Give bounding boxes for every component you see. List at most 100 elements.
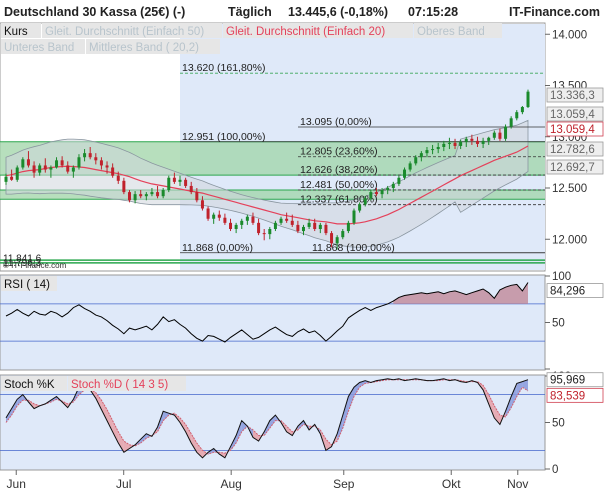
stoch-fill-bull	[163, 411, 169, 421]
stoch-fill-bull	[236, 420, 242, 443]
candle-body	[122, 180, 126, 193]
stoch-fill-bear	[95, 392, 102, 410]
brand-label: IT-Finance.com	[509, 5, 600, 19]
stoch-y-tick-label: 0	[552, 464, 558, 476]
candle-body	[487, 137, 491, 141]
fib-level-label: 12.481 (50,00%)	[300, 179, 378, 191]
candle-body	[4, 176, 8, 182]
ma20-line	[5, 145, 529, 225]
stoch-k-badge	[546, 372, 604, 388]
candle-body	[229, 222, 233, 229]
candle-body	[419, 153, 423, 158]
month-label: Okt	[442, 477, 461, 491]
candle-body	[447, 142, 451, 144]
rsi-y-tick-label: 100	[552, 271, 571, 283]
y-tick-label: 14.000	[552, 29, 587, 41]
price-badge	[546, 121, 604, 137]
candle-body	[184, 179, 188, 186]
candle-body	[526, 91, 530, 108]
y-tick-label: 12.000	[552, 234, 587, 246]
candle-body	[172, 177, 176, 182]
candle-body	[475, 140, 479, 144]
stoch-fill-bear	[101, 400, 108, 421]
candle-body	[290, 220, 294, 225]
candle-body	[386, 188, 390, 191]
stoch-fill-bear	[196, 442, 203, 458]
candle-body	[133, 194, 137, 201]
candle-body	[324, 224, 328, 234]
candle-body	[285, 218, 289, 221]
stoch-k-value: 95,969	[550, 375, 585, 387]
candle-body	[195, 192, 199, 201]
candle-body	[240, 220, 244, 225]
stoch-k-line	[5, 378, 529, 459]
candle-body	[206, 208, 210, 219]
stoch-fill-bear	[488, 394, 495, 418]
candle-body	[307, 222, 311, 227]
candle-body	[442, 143, 446, 147]
candle-body	[358, 204, 362, 211]
candle-body	[88, 153, 92, 158]
candle-body	[178, 179, 182, 182]
candle-body	[116, 175, 120, 181]
candle-body	[55, 160, 59, 168]
rsi-panel	[0, 274, 546, 371]
stoch-d-value: 83,539	[550, 390, 585, 402]
candle-body	[481, 140, 485, 144]
fib-level-label: 13.620 (161,80%)	[182, 62, 265, 74]
left-price-label: 11.841,6	[3, 254, 42, 265]
candle-body	[200, 200, 204, 209]
candle-body	[212, 214, 216, 219]
candle-body	[262, 233, 266, 235]
candle-body	[515, 112, 519, 119]
header-bar: Deutschland 30 Kassa (25€) (-) Täglich 1…	[4, 5, 600, 19]
copyright-label: © IT-Finance.com	[3, 261, 67, 270]
stoch-fill-bear	[107, 409, 113, 432]
stoch-fill-bear	[286, 426, 293, 436]
candle-body	[15, 167, 19, 180]
legend-lower-band: Unteres Band	[4, 42, 74, 54]
support-zone-lower	[0, 190, 545, 200]
stoch-fill-bull	[269, 415, 276, 429]
legend-upper-band: Oberes Band	[417, 26, 485, 38]
candle-body	[26, 159, 30, 166]
price-badge-label: 13.059,4	[550, 109, 595, 121]
candle-body	[105, 165, 109, 168]
stoch-fill-bear	[494, 405, 500, 425]
candle-body	[470, 138, 474, 141]
candle-body	[273, 222, 277, 229]
stoch-d-badge	[546, 387, 604, 403]
candle-body	[520, 107, 524, 113]
candle-body	[492, 132, 496, 138]
fib-level-label: 12.337 (61,80%)	[300, 194, 378, 206]
legend-middle-band: Mittleres Band ( 20,2)	[89, 42, 199, 54]
month-label: Aug	[220, 477, 241, 491]
candle-body	[346, 222, 350, 232]
candle-body	[60, 160, 64, 166]
candle-body	[83, 153, 87, 158]
fib-level-label: 11.868 (0,00%)	[182, 242, 253, 254]
month-label: Sep	[333, 477, 355, 491]
candle-body	[369, 192, 373, 199]
stoch-fill-bull	[140, 433, 147, 443]
stoch-fill-bear	[118, 431, 124, 453]
candle-body	[234, 224, 238, 229]
candle-body	[391, 183, 395, 188]
fib-level-label: 12.626 (38,20%)	[300, 164, 378, 176]
candle-body	[38, 165, 42, 173]
rsi-value-label: 84,296	[550, 286, 585, 298]
candle-body	[318, 224, 322, 229]
candle-body	[341, 231, 345, 238]
candle-body	[374, 192, 378, 195]
candle-body	[436, 147, 440, 150]
candle-body	[301, 226, 305, 232]
stoch-fill-bear	[180, 417, 186, 432]
candle-body	[189, 185, 193, 193]
rsi-title: RSI ( 14)	[4, 279, 50, 291]
candle-body	[94, 157, 98, 161]
candle-body	[330, 233, 334, 244]
stoch-fill-bull	[17, 394, 23, 406]
stoch-fill-bear	[185, 424, 192, 443]
legend-ma20: Gleit. Durchschnitt (Einfach 20)	[226, 26, 385, 38]
